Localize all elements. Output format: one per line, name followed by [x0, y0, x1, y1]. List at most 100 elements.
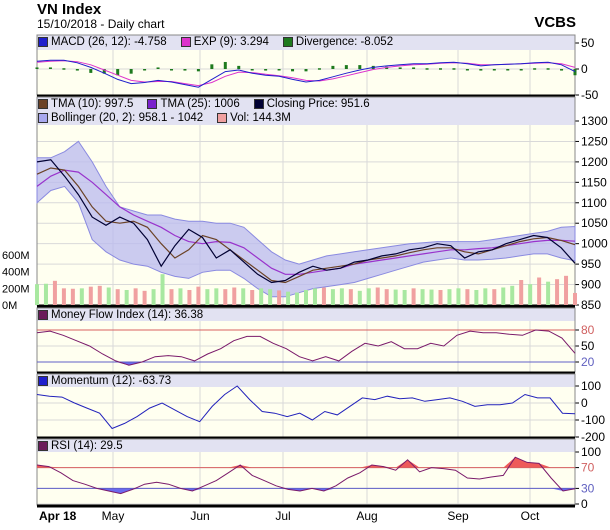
- y-tick-label: -100: [581, 413, 605, 427]
- volume-bar: [420, 289, 425, 305]
- legend-swatch: [38, 310, 48, 320]
- volume-bar: [483, 288, 488, 305]
- volume-bar: [339, 288, 344, 305]
- divergence-bar: [317, 68, 321, 70]
- volume-tick-label: 400M: [2, 267, 30, 279]
- volume-bar: [250, 290, 255, 305]
- volume-bar: [259, 288, 264, 305]
- volume-bar: [375, 287, 380, 305]
- divergence-bar: [546, 68, 550, 70]
- volume-bar: [160, 274, 165, 305]
- volume-bar: [223, 289, 228, 305]
- legend-item: Bollinger (20, 2): 958.1 - 1042: [38, 112, 203, 124]
- price-legend-row2: Bollinger (20, 2): 958.1 - 1042 Vol: 144.…: [38, 112, 291, 124]
- volume-bar: [564, 275, 569, 305]
- rsi-legend: RSI (14): 29.5: [38, 440, 123, 452]
- rsi-legend-band: [37, 439, 575, 452]
- y-tick-label: 1100: [581, 196, 607, 210]
- divergence-bar: [102, 69, 106, 74]
- volume-bar: [79, 288, 84, 305]
- legend-label: Momentum (12): -63.73: [51, 375, 172, 387]
- closing-price-line: [36, 159, 576, 284]
- divergence-bar: [344, 65, 348, 69]
- y-tick-label: 0: [581, 497, 588, 511]
- volume-bar: [447, 289, 452, 305]
- volume-bar: [106, 287, 111, 305]
- divergence-bar: [304, 69, 308, 72]
- legend-swatch: [282, 37, 293, 47]
- legend-swatch: [38, 113, 48, 123]
- divergence-bar: [479, 69, 483, 71]
- volume-bar: [573, 292, 577, 305]
- volume-bar: [187, 290, 192, 305]
- y-tick-label: 850: [581, 298, 601, 312]
- bollinger-band: [36, 140, 576, 298]
- chart-title: VN Index: [37, 1, 102, 18]
- tma10-line: [36, 167, 576, 284]
- volume-bar: [133, 288, 138, 305]
- divergence-bar: [264, 69, 268, 71]
- y-tick-label: -200: [581, 430, 605, 444]
- rsi-zone-fill: [37, 457, 575, 468]
- volume-bar: [151, 289, 156, 305]
- legend-item: Money Flow Index (14): 36.38: [38, 309, 203, 321]
- x-tick-label: May: [102, 509, 125, 523]
- y-tick-label: 100: [581, 445, 601, 459]
- legend-item: Vol: 144.3M: [217, 112, 291, 124]
- macd-line: [36, 59, 576, 88]
- volume-bar: [348, 289, 353, 305]
- divergence-bar: [519, 69, 523, 71]
- legend-label: TMA (25): 1006: [160, 98, 240, 110]
- volume-bar: [555, 279, 560, 305]
- divergence-bar: [277, 69, 281, 71]
- legend-swatch: [147, 99, 158, 109]
- divergence-bar: [237, 65, 241, 69]
- volume-bar: [384, 289, 389, 305]
- y-tick-label: 70: [581, 461, 595, 475]
- y-tick-label: 50: [581, 339, 595, 353]
- divergence-bar: [492, 69, 496, 71]
- divergence-bar: [35, 67, 39, 69]
- volume-bar: [232, 287, 237, 305]
- divergence-bar: [75, 69, 79, 71]
- volume-bar: [277, 290, 282, 305]
- volume-bar: [124, 290, 129, 305]
- legend-swatch: [217, 113, 228, 123]
- y-tick-label: 1050: [581, 216, 608, 230]
- volume-bar: [52, 280, 57, 305]
- y-tick-label: 30: [581, 481, 595, 495]
- chart-subtitle: 15/10/2018 - Daily chart: [37, 17, 165, 31]
- divergence-bar: [89, 69, 93, 73]
- divergence-bar: [196, 69, 200, 72]
- volume-bar: [35, 284, 39, 305]
- volume-bar: [286, 291, 291, 305]
- volume-bar: [429, 289, 434, 305]
- volume-tick-label: 600M: [2, 250, 30, 262]
- y-tick-label: 1250: [581, 134, 608, 148]
- divergence-bar: [465, 69, 469, 71]
- volume-bar: [366, 288, 371, 305]
- mfi-line: [36, 329, 576, 366]
- y-tick-label: 900: [581, 278, 601, 292]
- divergence-bar: [223, 61, 227, 69]
- volume-bar: [205, 289, 210, 305]
- legend-label: Closing Price: 951.6: [266, 98, 370, 110]
- volume-bar: [61, 288, 66, 305]
- volume-bar: [474, 290, 479, 305]
- volume-bar: [357, 290, 362, 305]
- x-tick-label: Jun: [190, 509, 209, 523]
- divergence-bar: [291, 69, 295, 72]
- legend-label: Bollinger (20, 2): 958.1 - 1042: [51, 112, 204, 124]
- legend-item: Divergence: -8.052: [282, 36, 393, 48]
- legend-label: Money Flow Index (14): 36.38: [51, 309, 204, 321]
- legend-label: RSI (14): 29.5: [51, 440, 123, 452]
- exp-line: [36, 60, 576, 87]
- volume-bar: [142, 290, 147, 305]
- legend-item: Momentum (12): -63.73: [38, 375, 171, 387]
- legend-item: TMA (10): 997.5: [38, 98, 133, 110]
- macd-legend-band: [37, 35, 575, 50]
- volume-bar: [214, 288, 219, 305]
- y-tick-label: 950: [581, 257, 601, 271]
- divergence-bar: [48, 67, 52, 69]
